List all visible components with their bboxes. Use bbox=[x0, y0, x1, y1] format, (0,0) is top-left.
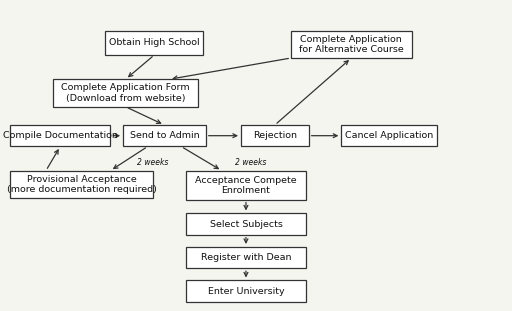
Text: Register with Dean: Register with Dean bbox=[201, 253, 291, 262]
FancyBboxPatch shape bbox=[10, 171, 153, 198]
FancyBboxPatch shape bbox=[186, 247, 306, 268]
Text: Obtain High School: Obtain High School bbox=[109, 38, 200, 47]
Text: Acceptance Compete
Enrolment: Acceptance Compete Enrolment bbox=[195, 175, 297, 195]
Text: Complete Application Form
(Download from website): Complete Application Form (Download from… bbox=[61, 83, 190, 103]
FancyBboxPatch shape bbox=[105, 30, 203, 55]
Text: Send to Admin: Send to Admin bbox=[130, 131, 199, 140]
FancyBboxPatch shape bbox=[186, 281, 306, 302]
FancyBboxPatch shape bbox=[10, 125, 111, 146]
FancyBboxPatch shape bbox=[186, 171, 306, 200]
FancyBboxPatch shape bbox=[241, 125, 309, 146]
FancyBboxPatch shape bbox=[291, 30, 412, 58]
FancyBboxPatch shape bbox=[123, 125, 206, 146]
Text: Complete Application
for Alternative Course: Complete Application for Alternative Cou… bbox=[299, 35, 403, 54]
Text: Enter University: Enter University bbox=[208, 287, 284, 296]
Text: Compile Documentation: Compile Documentation bbox=[3, 131, 118, 140]
Text: Cancel Application: Cancel Application bbox=[345, 131, 433, 140]
Text: Select Subjects: Select Subjects bbox=[209, 220, 283, 229]
Text: Rejection: Rejection bbox=[253, 131, 297, 140]
FancyBboxPatch shape bbox=[342, 125, 437, 146]
Text: Provisional Acceptance
(more documentation required): Provisional Acceptance (more documentati… bbox=[7, 175, 157, 194]
Text: 2 weeks: 2 weeks bbox=[137, 158, 169, 167]
FancyBboxPatch shape bbox=[53, 79, 198, 107]
FancyBboxPatch shape bbox=[186, 213, 306, 235]
Text: 2 weeks: 2 weeks bbox=[236, 158, 267, 167]
